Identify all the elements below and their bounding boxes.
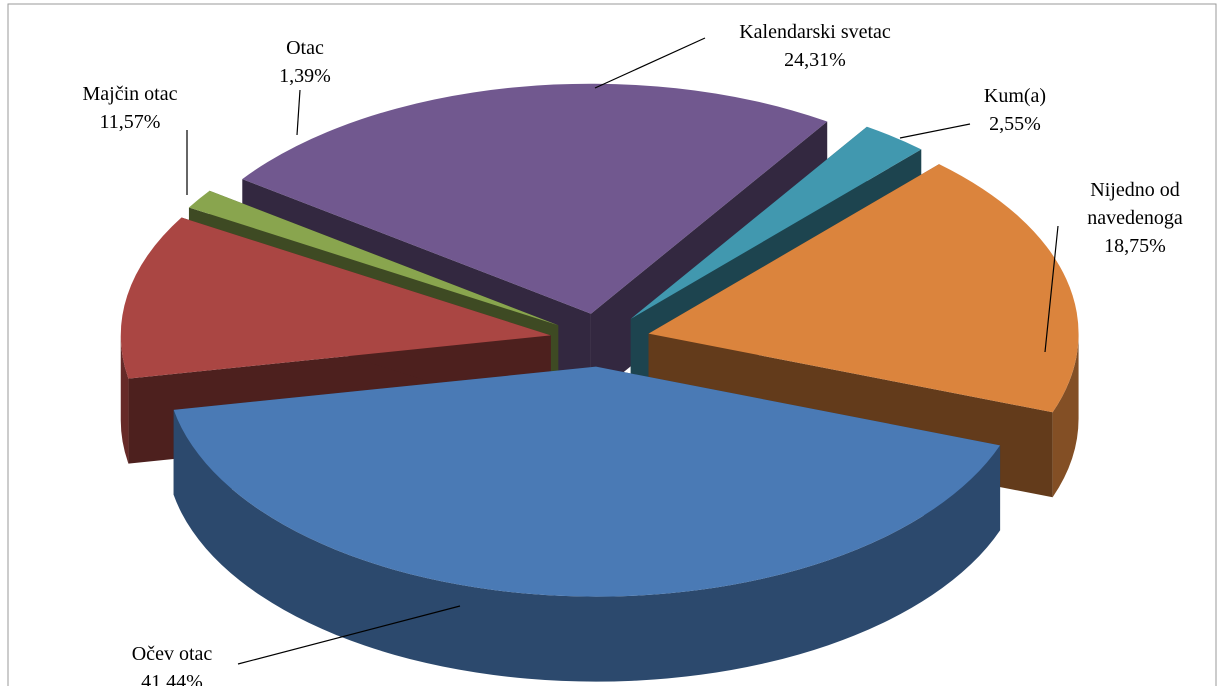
category-label: Majčin otac — [82, 83, 178, 105]
leader-line — [296, 89, 301, 136]
slice — [648, 164, 1079, 413]
value-label: 18,75% — [1104, 235, 1166, 257]
category-label: Nijedno od navedenoga — [1087, 179, 1183, 229]
data-label: Otac 1,39% — [279, 34, 331, 90]
value-label: 11,57% — [99, 111, 161, 133]
value-label: 41,44% — [141, 671, 203, 686]
slice — [173, 366, 1001, 597]
category-label: Očev otac — [131, 643, 213, 665]
slice-wall — [1052, 333, 1079, 498]
category-label: Kum(a) — [983, 85, 1047, 107]
slice-wall — [173, 409, 1001, 682]
data-label: Očev otac 41,44% — [132, 640, 213, 686]
data-label: Nijedno od navedenoga 18,75% — [1055, 176, 1215, 260]
data-label: Majčin otac 11,57% — [83, 80, 178, 136]
slice — [120, 217, 551, 379]
slice — [242, 83, 828, 314]
leader-line — [1044, 225, 1059, 353]
value-label: 24,31% — [784, 49, 846, 71]
category-label: Kalendarski svetac — [739, 21, 891, 43]
value-label: 1,39% — [279, 65, 331, 87]
leader-line — [237, 605, 461, 665]
leader-line — [594, 37, 706, 89]
slice — [188, 190, 559, 326]
chart-frame — [7, 3, 1217, 686]
data-label: Kum(a) 2,55% — [984, 82, 1046, 138]
slice — [630, 126, 922, 319]
category-label: Otac — [286, 37, 324, 59]
data-label: Kalendarski svetac 24,31% — [739, 18, 891, 74]
value-label: 2,55% — [989, 113, 1041, 135]
leader-line — [899, 123, 971, 139]
slice-wall — [120, 335, 129, 464]
